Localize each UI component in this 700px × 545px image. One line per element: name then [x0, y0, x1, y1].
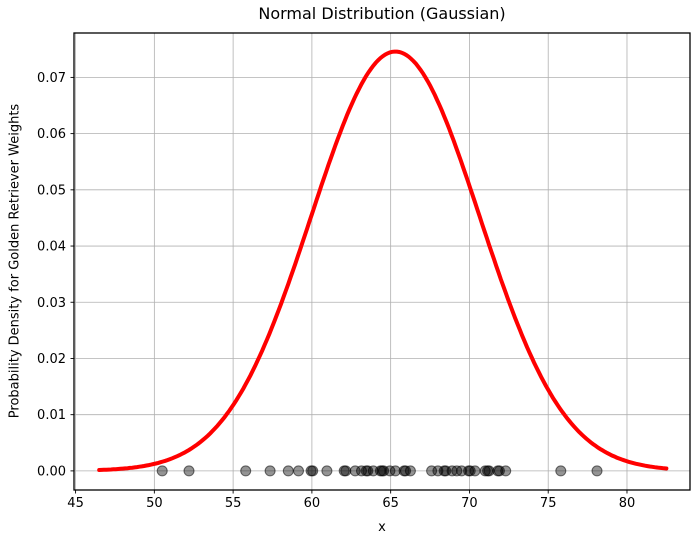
grid-lines — [74, 33, 690, 490]
sample-point — [156, 465, 168, 477]
sample-points — [156, 465, 603, 477]
chart-title: Normal Distribution (Gaussian) — [258, 4, 506, 23]
y-tick-label: 0.06 — [37, 127, 66, 142]
x-tick-label: 50 — [146, 496, 163, 511]
y-tick-label: 0.07 — [37, 71, 66, 86]
y-tick-label: 0.03 — [37, 296, 66, 311]
sample-point — [282, 465, 294, 477]
x-tick-label: 70 — [461, 496, 478, 511]
x-tick-label: 75 — [540, 496, 557, 511]
x-tick-label: 65 — [382, 496, 399, 511]
y-tick-label: 0.05 — [37, 183, 66, 198]
sample-point — [340, 465, 352, 477]
y-tick-label: 0.02 — [37, 352, 66, 367]
sample-point — [307, 465, 319, 477]
y-tick-label: 0.04 — [37, 240, 66, 255]
x-tick-label: 45 — [67, 496, 84, 511]
y-tick-label: 0.01 — [37, 408, 66, 423]
sample-point — [240, 465, 252, 477]
sample-point — [555, 465, 567, 477]
gaussian-pdf-curve — [97, 49, 669, 472]
x-tick-label: 55 — [225, 496, 242, 511]
y-tick-label: 0.00 — [37, 464, 66, 479]
x-tick-label: 60 — [304, 496, 321, 511]
sample-point — [591, 465, 603, 477]
axis-ticks — [70, 76, 628, 494]
sample-point — [183, 465, 195, 477]
x-axis-label: x — [378, 520, 386, 535]
x-tick-label: 80 — [619, 496, 636, 511]
tick-labels: 45 50 55 60 65 70 75 80 0.00 0.01 0.02 0.03 0.04 0.05… — [37, 71, 635, 511]
sample-point — [404, 465, 416, 477]
plot-border — [73, 32, 691, 491]
sample-point — [293, 465, 304, 477]
sample-point — [479, 465, 491, 477]
sample-point — [500, 465, 512, 477]
sample-point — [469, 465, 481, 477]
sample-point — [264, 465, 276, 477]
sample-point — [321, 465, 333, 477]
